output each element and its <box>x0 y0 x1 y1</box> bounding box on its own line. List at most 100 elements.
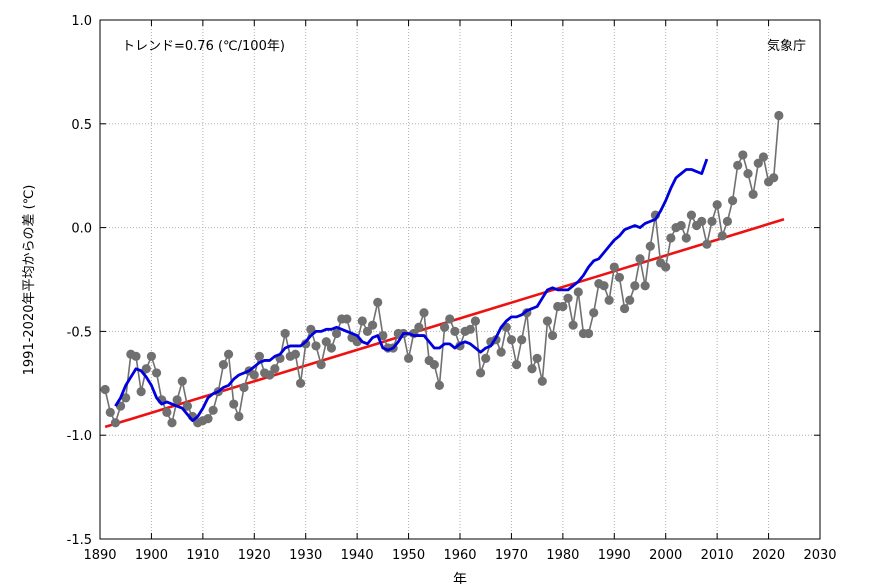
annual-point <box>249 370 259 380</box>
annual-point <box>511 360 522 370</box>
annual-point <box>604 295 614 305</box>
annual-point <box>517 335 527 345</box>
annual-point <box>182 401 193 411</box>
annual-point <box>748 189 758 199</box>
annual-point <box>568 320 578 330</box>
annual-point <box>558 301 568 312</box>
annual-point <box>162 407 172 417</box>
annual-point <box>357 316 367 326</box>
x-tick-label: 1960 <box>443 548 476 563</box>
x-tick-label: 1920 <box>238 548 271 563</box>
annual-point <box>270 364 280 374</box>
annual-point <box>280 328 290 339</box>
source-label: 気象庁 <box>767 38 806 54</box>
annual-point <box>645 241 655 251</box>
annual-point <box>542 316 553 326</box>
annual-point <box>583 328 594 339</box>
annual-point <box>697 216 707 226</box>
annual-point <box>254 351 265 361</box>
annual-point <box>367 320 378 330</box>
annual-point <box>177 376 187 386</box>
x-tick-label: 1970 <box>495 548 528 563</box>
annual-point <box>666 233 676 243</box>
annual-point <box>414 322 424 332</box>
annual-point <box>326 343 337 353</box>
annual-point <box>362 326 373 336</box>
annual-point <box>774 110 784 121</box>
annual-point <box>131 351 141 361</box>
annual-point <box>208 405 218 415</box>
annual-point <box>290 349 301 359</box>
trend-annotation: トレンド=0.76 (℃/100年) <box>122 39 285 54</box>
y-tick-label: -0.5 <box>67 325 92 340</box>
annual-point <box>100 384 110 395</box>
annual-point <box>563 293 573 303</box>
annual-point <box>625 295 635 305</box>
annual-point <box>707 216 717 226</box>
annual-point <box>589 308 599 318</box>
x-tick-label: 1990 <box>598 548 631 563</box>
annual-point <box>434 380 445 390</box>
annual-point <box>733 160 743 170</box>
annual-point <box>681 233 691 243</box>
y-tick-label: 0.5 <box>71 118 92 133</box>
x-tick-label: 1950 <box>392 548 425 563</box>
annual-point <box>537 376 547 386</box>
moving-average-line <box>114 158 709 423</box>
annual-point <box>239 382 249 393</box>
x-tick-label: 1890 <box>83 548 116 563</box>
x-tick-label: 2020 <box>752 548 785 563</box>
y-tick-label: -1.0 <box>67 429 92 444</box>
annual-point <box>481 353 491 363</box>
y-axis-label: 1991-2020年平均からの差 (℃) <box>22 185 37 376</box>
annual-point <box>311 341 321 351</box>
annual-point <box>110 418 121 428</box>
moving-average-layer <box>114 158 709 423</box>
annual-point <box>203 413 213 424</box>
annual-point <box>301 339 311 349</box>
annual-point <box>172 395 182 405</box>
annual-point <box>769 173 779 183</box>
annual-point <box>105 407 115 417</box>
annual-point <box>661 262 671 272</box>
x-tick-label: 1900 <box>135 548 168 563</box>
annual-point <box>403 353 414 363</box>
annual-point <box>743 169 753 179</box>
x-tick-label: 2010 <box>701 548 734 563</box>
x-tick-label: 2030 <box>803 548 836 563</box>
annual-point <box>532 353 542 363</box>
annual-point <box>136 387 146 397</box>
annual-point <box>465 324 475 334</box>
y-tick-label: 1.0 <box>71 14 92 29</box>
annual-point <box>475 368 486 378</box>
annual-point <box>229 399 239 409</box>
annual-point <box>167 418 177 428</box>
annual-point <box>378 330 388 341</box>
annual-point <box>635 254 645 264</box>
annual-point <box>316 360 326 370</box>
annual-point <box>141 364 151 374</box>
annual-point <box>717 231 727 241</box>
annual-point <box>712 200 722 210</box>
grid-lines <box>100 20 820 539</box>
annual-point <box>614 272 625 283</box>
annual-point <box>439 322 450 332</box>
y-tick-label: -1.5 <box>67 533 92 548</box>
x-tick-label: 2000 <box>649 548 682 563</box>
annual-point <box>753 158 763 168</box>
annual-point <box>419 308 429 318</box>
annual-point <box>151 368 162 378</box>
annual-point <box>676 220 686 231</box>
annual-point <box>686 210 697 220</box>
annual-point <box>573 287 583 297</box>
annual-point <box>450 326 460 336</box>
annual-point <box>445 314 455 324</box>
x-tick-label: 1940 <box>341 548 374 563</box>
annual-series-layer <box>100 110 784 428</box>
annual-point <box>496 347 506 357</box>
annual-point <box>342 314 352 324</box>
annual-point <box>727 196 738 206</box>
annual-point <box>223 349 234 359</box>
annual-point <box>738 150 748 160</box>
